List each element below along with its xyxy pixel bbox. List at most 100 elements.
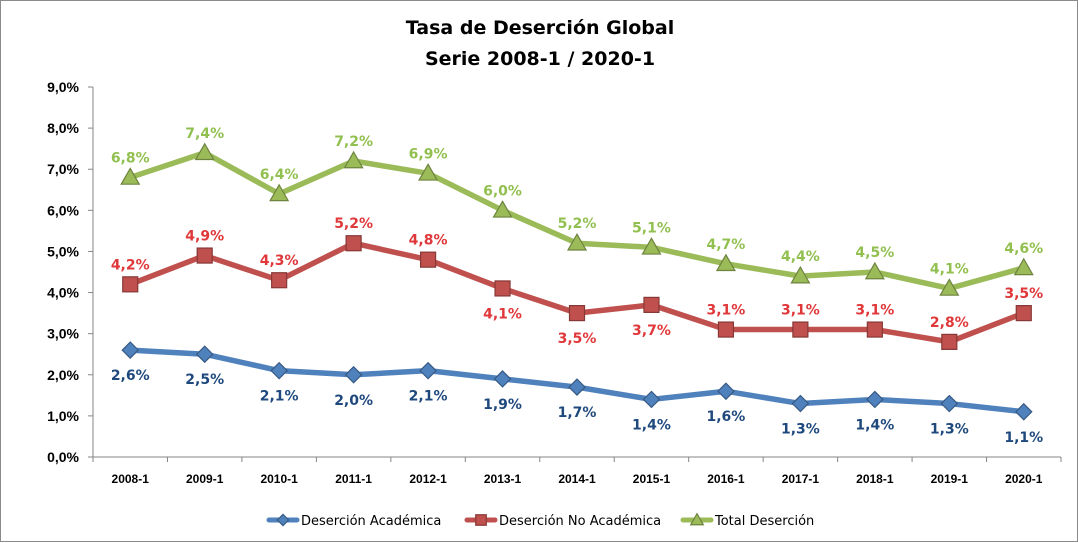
data-label: 6,8%	[111, 150, 150, 166]
data-label: 6,0%	[483, 183, 522, 199]
data-point	[865, 390, 884, 409]
data-point	[344, 365, 363, 384]
x-tick-label: 2018-1	[856, 472, 894, 486]
data-label: 1,4%	[855, 417, 894, 433]
data-label: 4,7%	[707, 237, 746, 253]
y-tick-label: 3,0%	[47, 326, 79, 342]
y-tick-label: 9,0%	[47, 79, 79, 95]
data-point	[566, 233, 588, 251]
legend-item: Total Deserción	[680, 512, 814, 529]
data-label: 2,5%	[185, 372, 224, 388]
legend-label: Deserción Académica	[301, 514, 441, 529]
data-point	[717, 321, 735, 338]
x-tick-label: 2020-1	[1005, 472, 1043, 486]
data-label: 4,2%	[111, 257, 150, 273]
data-label: 3,1%	[781, 303, 820, 319]
legend-item: Deserción Académica	[266, 513, 441, 529]
series-square	[122, 235, 1032, 350]
y-tick-label: 0,0%	[47, 449, 79, 465]
data-labels: 2,6% 2,5% 2,1% 2,0% 2,1% 1,9% 1,7% 1,4% 1,6% 1,3%…	[111, 126, 1043, 446]
data-point	[419, 361, 437, 380]
data-point	[939, 278, 960, 296]
data-point	[194, 142, 215, 161]
y-tick-label: 8,0%	[47, 120, 79, 136]
data-label: 5,1%	[632, 220, 671, 236]
data-label: 4,6%	[1004, 241, 1043, 257]
series-diamond	[121, 341, 1033, 421]
y-tick-label: 1,0%	[47, 408, 79, 424]
data-label: 6,4%	[260, 167, 299, 183]
data-label: 2,1%	[260, 389, 299, 405]
x-tick-label: 2010-1	[260, 472, 298, 486]
y-tick-label: 7,0%	[47, 161, 79, 177]
data-label: 4,4%	[781, 249, 820, 265]
data-label: 2,6%	[111, 368, 150, 384]
y-tick-label: 5,0%	[47, 243, 79, 259]
data-label: 4,9%	[185, 229, 224, 245]
data-point	[494, 280, 511, 297]
data-label: 4,5%	[855, 245, 894, 261]
data-point	[641, 237, 662, 255]
chart-title: Tasa de Deserción Global	[406, 17, 674, 39]
y-tick-label: 4,0%	[47, 285, 79, 301]
x-tick-label: 2011-1	[335, 472, 372, 486]
data-point	[940, 394, 959, 413]
x-tick-label: 2014-1	[558, 472, 596, 486]
data-point	[643, 296, 660, 313]
data-point	[120, 167, 141, 185]
legend-item: Deserción No Académica	[464, 514, 661, 529]
data-point	[270, 361, 289, 380]
legend-marker	[276, 513, 290, 527]
data-point	[121, 341, 140, 359]
data-label: 1,1%	[1004, 430, 1043, 446]
data-point	[122, 276, 139, 293]
data-point	[492, 200, 513, 218]
data-point	[1014, 402, 1033, 421]
data-label: 3,1%	[855, 303, 894, 319]
y-tick-label: 2,0%	[47, 367, 79, 383]
x-tick-label: 2015-1	[633, 472, 671, 486]
x-tick-label: 2016-1	[707, 472, 745, 486]
data-label: 4,3%	[260, 253, 299, 269]
legend-marker	[475, 514, 487, 526]
data-label: 5,2%	[334, 216, 373, 232]
data-point	[1013, 257, 1034, 276]
data-label: 3,5%	[1004, 286, 1043, 302]
data-label: 1,9%	[483, 397, 522, 413]
x-tick-label: 2012-1	[409, 472, 447, 486]
x-tick-label: 2013-1	[484, 472, 522, 486]
data-point	[642, 390, 661, 409]
data-label: 2,8%	[930, 315, 969, 331]
y-tick-label: 6,0%	[47, 202, 79, 218]
data-point	[419, 251, 437, 268]
data-point	[790, 265, 811, 284]
x-tick-label: 2008-1	[112, 472, 150, 486]
data-point	[196, 247, 213, 264]
data-label: 1,3%	[781, 422, 820, 438]
data-point	[791, 394, 810, 413]
data-label: 1,7%	[558, 405, 597, 421]
data-label: 4,1%	[483, 306, 522, 322]
chart-subtitle: Serie 2008-1 / 2020-1	[425, 48, 655, 70]
x-tick-label: 2019-1	[931, 472, 969, 486]
series-triangle	[120, 142, 1034, 296]
data-label: 2,1%	[409, 389, 448, 405]
data-point	[271, 272, 288, 289]
data-label: 1,6%	[707, 409, 746, 425]
data-label: 5,2%	[558, 216, 597, 232]
data-point	[343, 150, 364, 169]
data-label: 1,3%	[930, 422, 969, 438]
data-label: 7,2%	[334, 134, 373, 150]
x-tick-label: 2017-1	[782, 472, 820, 486]
axes: 0,0% 1,0% 2,0% 3,0% 4,0% 5,0% 6,0% 7,0% 8,0% 9,0%…	[47, 79, 1062, 486]
data-point	[568, 305, 586, 322]
data-point	[866, 321, 883, 338]
data-point	[418, 163, 439, 181]
data-point	[345, 235, 362, 252]
data-point	[717, 382, 735, 401]
x-tick-label: 2009-1	[186, 472, 224, 486]
data-point	[864, 261, 885, 280]
data-point	[715, 253, 736, 272]
